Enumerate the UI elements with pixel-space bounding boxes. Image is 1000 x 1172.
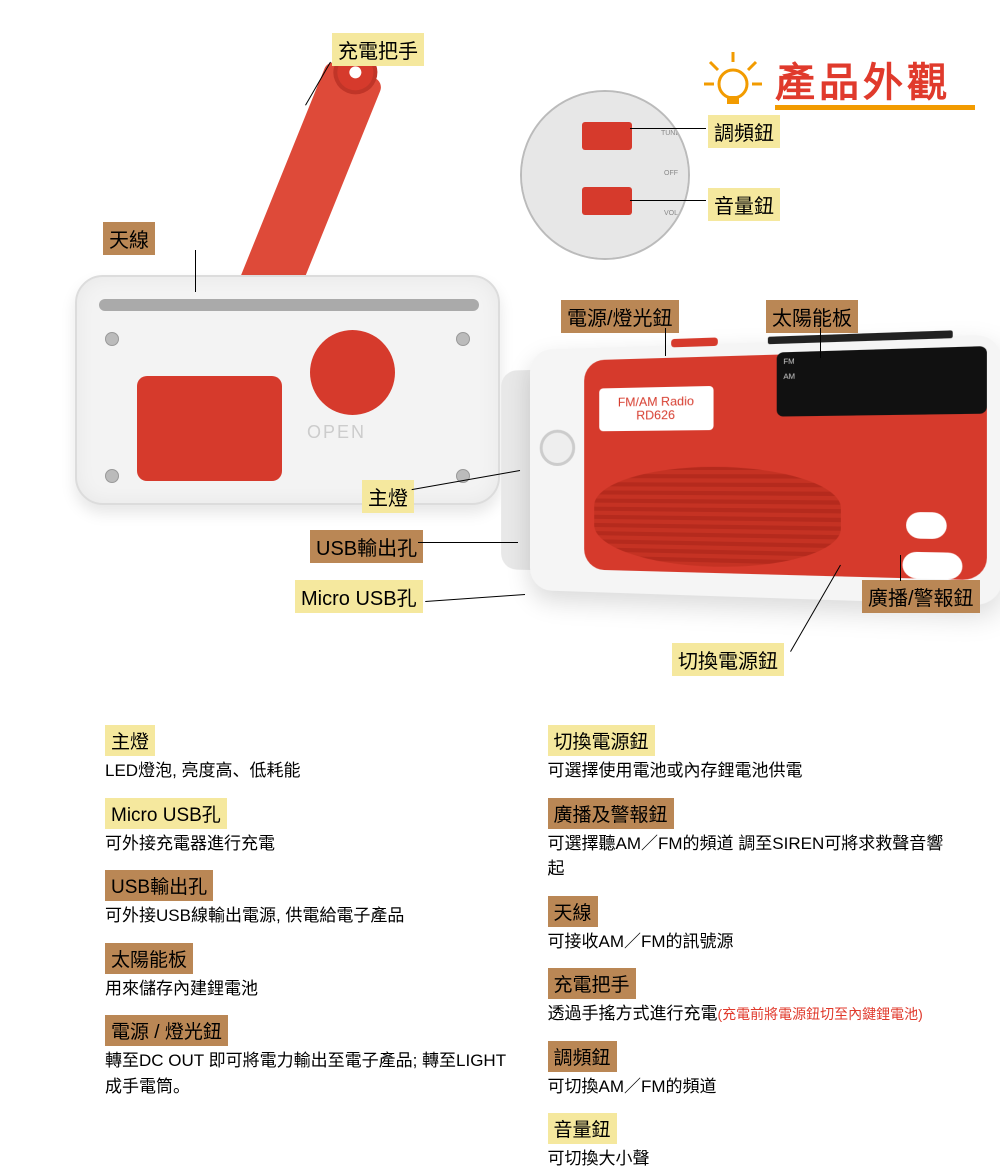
desc-body: 可選擇聽AM／FM的頻道 調至SIREN可將求救聲音響起 [548, 831, 961, 882]
desc-body: 透過手搖方式進行充電(充電前將電源鈕切至內鍵鋰電池) [548, 1001, 961, 1027]
desc-item: 太陽能板用來儲存內建鋰電池 [105, 943, 518, 1002]
power-light-btn [671, 337, 718, 347]
callout-solar: 太陽能板 [766, 300, 858, 333]
callout-antenna: 天線 [103, 222, 155, 255]
desc-heading: 音量鈕 [548, 1113, 617, 1144]
callout-siren: 廣播/警報鈕 [862, 580, 980, 613]
desc-body: LED燈泡, 亮度高、低耗能 [105, 758, 518, 784]
desc-item: 充電把手透過手搖方式進行充電(充電前將電源鈕切至內鍵鋰電池) [548, 968, 961, 1027]
desc-body: 可接收AM／FM的訊號源 [548, 929, 961, 955]
desc-item: 主燈LED燈泡, 亮度高、低耗能 [105, 725, 518, 784]
desc-item: 廣播及警報鈕可選擇聽AM／FM的頻道 調至SIREN可將求救聲音響起 [548, 798, 961, 882]
antenna-bar [99, 299, 479, 311]
desc-item: USB輸出孔可外接USB線輸出電源, 供電給電子產品 [105, 870, 518, 929]
callout-micro: Micro USB孔 [295, 580, 423, 613]
siren-btn [903, 552, 963, 580]
model-plate: FM/AM Radio RD626 [599, 386, 713, 431]
desc-body: 可切換AM／FM的頻道 [548, 1074, 961, 1100]
crank-base [310, 330, 395, 415]
callout-power: 電源/燈光鈕 [561, 300, 679, 333]
desc-col-left: 主燈LED燈泡, 亮度高、低耗能 Micro USB孔可外接充電器進行充電 USB輸… [105, 725, 518, 1172]
desc-item: 調頻鈕可切換AM／FM的頻道 [548, 1041, 961, 1100]
desc-body: 可外接USB線輸出電源, 供電給電子產品 [105, 903, 518, 929]
bulb-icon [700, 48, 766, 114]
desc-heading: Micro USB孔 [105, 798, 227, 829]
callout-led: 主燈 [362, 480, 414, 513]
page-title: 產品外觀 [775, 50, 951, 108]
battery-cover [137, 376, 282, 481]
desc-heading: 調頻鈕 [548, 1041, 617, 1072]
callout-volume: 音量鈕 [708, 188, 780, 221]
desc-heading: 切換電源鈕 [548, 725, 655, 756]
desc-heading: 主燈 [105, 725, 155, 756]
desc-item: 天線可接收AM／FM的訊號源 [548, 896, 961, 955]
desc-item: Micro USB孔可外接充電器進行充電 [105, 798, 518, 857]
desc-body: 可切換大小聲 [548, 1146, 961, 1172]
tuning-dial: FM AM [777, 346, 987, 417]
title-underline [775, 105, 975, 110]
desc-item: 音量鈕可切換大小聲 [548, 1113, 961, 1172]
desc-heading: USB輸出孔 [105, 870, 213, 901]
callout-tune: 調頻鈕 [708, 115, 780, 148]
desc-heading: 天線 [548, 896, 598, 927]
power-switch-btn [906, 512, 947, 539]
desc-item: 電源 / 燈光鈕轉至DC OUT 即可將電力輸出至電子產品; 轉至LIGHT 成… [105, 1015, 518, 1099]
callout-switch: 切換電源鈕 [672, 643, 784, 676]
desc-heading: 充電把手 [548, 968, 636, 999]
desc-heading: 廣播及警報鈕 [548, 798, 674, 829]
desc-body: 可選擇使用電池或內存鋰電池供電 [548, 758, 961, 784]
desc-body: 轉至DC OUT 即可將電力輸出至電子產品; 轉至LIGHT 成手電筒。 [105, 1048, 518, 1099]
main-led [540, 429, 575, 465]
radio-front-view: FM AM FM/AM Radio RD626 [530, 334, 1000, 605]
radio-back-view: OPEN [75, 275, 500, 505]
desc-note: (充電前將電源鈕切至內鍵鋰電池) [718, 1006, 923, 1022]
description-section: 主燈LED燈泡, 亮度高、低耗能 Micro USB孔可外接充電器進行充電 USB輸… [105, 725, 960, 1172]
desc-col-right: 切換電源鈕可選擇使用電池或內存鋰電池供電廣播及警報鈕可選擇聽AM／FM的頻道 調… [548, 725, 961, 1172]
desc-body: 用來儲存內建鋰電池 [105, 976, 518, 1002]
open-label: OPEN [307, 422, 366, 443]
desc-item: 切換電源鈕可選擇使用電池或內存鋰電池供電 [548, 725, 961, 784]
desc-heading: 太陽能板 [105, 943, 193, 974]
detail-circle: TUNE OFF VOL [520, 90, 690, 260]
desc-heading: 電源 / 燈光鈕 [105, 1015, 228, 1046]
callout-crank: 充電把手 [332, 33, 424, 66]
callout-usbout: USB輸出孔 [310, 530, 423, 563]
desc-body: 可外接充電器進行充電 [105, 831, 518, 857]
